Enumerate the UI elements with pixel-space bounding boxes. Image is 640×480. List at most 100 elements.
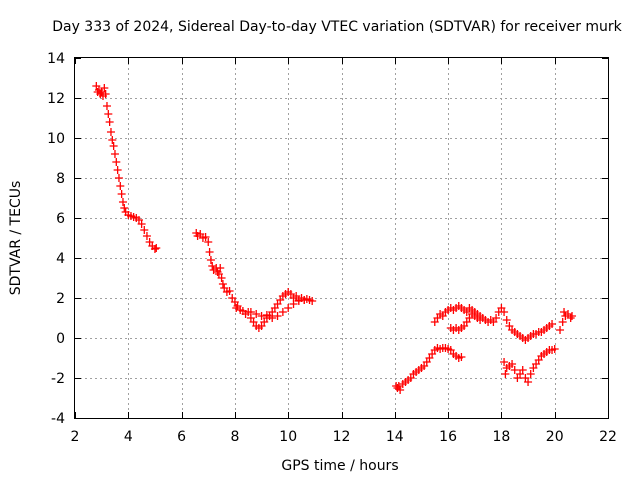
series-segment-2 (192, 229, 317, 332)
data-point (524, 378, 533, 386)
data-point (113, 166, 122, 174)
data-point (501, 370, 510, 378)
x-tick-label: 12 (333, 429, 351, 445)
data-point (225, 287, 234, 295)
y-tick-label: 8 (56, 171, 65, 187)
data-point (216, 264, 225, 272)
data-point (137, 220, 146, 228)
plot-frame (74, 57, 609, 419)
data-point (104, 110, 113, 118)
data-point (294, 297, 303, 305)
x-tick-label: 20 (546, 429, 564, 445)
data-point (204, 238, 213, 246)
y-tick-labels: -4 -2 0 2 4 6 8 10 12 14 (47, 51, 65, 427)
series-segment-1 (92, 82, 161, 253)
x-tick-label: 14 (386, 429, 404, 445)
y-tick-label: 0 (56, 331, 65, 347)
y-axis-label: SDTVAR / TECUs (8, 181, 24, 296)
data-point (284, 304, 293, 312)
data-point (232, 304, 241, 312)
data-point (150, 245, 159, 253)
y-tick-label: 2 (56, 291, 65, 307)
y-tick-label: -2 (51, 371, 65, 387)
data-point (568, 312, 577, 320)
data-point (105, 118, 114, 126)
data-point (252, 310, 261, 318)
y-tick-label: -4 (51, 411, 65, 427)
data-point (566, 314, 575, 322)
data-point (457, 353, 466, 361)
data-point (300, 296, 309, 304)
data-point (112, 158, 121, 166)
data-point (140, 226, 149, 234)
data-point (510, 366, 519, 374)
x-tick-label: 18 (492, 429, 510, 445)
data-points (92, 82, 577, 394)
data-point (102, 102, 111, 110)
x-tick-label: 22 (599, 429, 617, 445)
data-point (114, 174, 123, 182)
x-tick-labels: 2 4 6 8 10 12 14 16 18 20 22 (71, 429, 617, 445)
data-point (106, 128, 115, 136)
data-point (508, 360, 517, 368)
data-point (268, 314, 277, 322)
data-point (518, 366, 527, 374)
data-point (208, 262, 217, 270)
data-point (500, 308, 509, 316)
data-point (308, 297, 317, 305)
x-tick-label: 6 (177, 429, 186, 445)
data-point (152, 244, 161, 252)
data-point (278, 308, 287, 316)
data-point (108, 136, 117, 144)
data-point (492, 314, 501, 322)
data-point (257, 312, 266, 320)
data-point (110, 150, 119, 158)
series-segment-8 (556, 308, 577, 334)
data-point (558, 318, 567, 326)
series-segment-5 (430, 302, 557, 344)
data-point (273, 312, 282, 320)
data-point (206, 256, 215, 264)
chart-title: Day 333 of 2024, Sidereal Day-to-day VTE… (52, 19, 622, 35)
x-tick-label: 4 (124, 429, 133, 445)
y-tick-label: 4 (56, 251, 65, 267)
x-axis-label: GPS time / hours (281, 458, 398, 474)
series-segment-7 (500, 345, 559, 386)
data-point (201, 233, 210, 241)
data-point (101, 90, 110, 98)
data-point (118, 198, 127, 206)
data-point (560, 308, 569, 316)
data-point (500, 358, 509, 366)
data-point (109, 142, 118, 150)
series-segment-3 (246, 296, 309, 322)
series-segment-4 (392, 344, 466, 394)
data-point (218, 280, 227, 288)
data-point (548, 320, 557, 328)
x-tick-label: 10 (279, 429, 297, 445)
data-point (396, 386, 405, 394)
y-tick-label: 12 (47, 91, 65, 107)
data-point (476, 316, 485, 324)
data-point (550, 345, 559, 353)
data-point (246, 308, 255, 316)
data-point (100, 84, 109, 92)
grid (75, 58, 608, 418)
data-point (262, 311, 271, 319)
data-point (117, 190, 126, 198)
data-point (116, 182, 125, 190)
data-point (556, 326, 565, 334)
x-tick-label: 16 (439, 429, 457, 445)
series-segment-6 (446, 310, 485, 334)
y-tick-label: 14 (47, 51, 65, 67)
y-tick-label: 6 (56, 211, 65, 227)
data-point (120, 204, 129, 212)
axis-ticks (75, 58, 609, 419)
data-point (394, 382, 403, 390)
x-tick-label: 8 (230, 429, 239, 445)
data-point (217, 274, 226, 282)
data-point (289, 300, 298, 308)
data-point (142, 232, 151, 240)
data-point (205, 248, 214, 256)
data-point (502, 316, 511, 324)
